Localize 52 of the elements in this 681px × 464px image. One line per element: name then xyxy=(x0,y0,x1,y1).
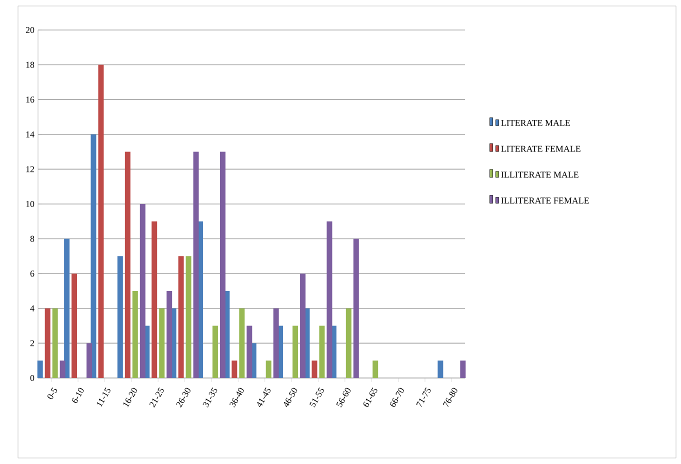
bar xyxy=(166,290,172,378)
bar xyxy=(319,326,325,378)
bar xyxy=(86,343,92,378)
y-tick-label: 12 xyxy=(26,166,34,172)
bar xyxy=(239,308,245,378)
y-tick-label: 8 xyxy=(30,236,34,242)
bar xyxy=(159,308,165,378)
bar xyxy=(326,221,332,378)
bar xyxy=(232,360,238,378)
bar xyxy=(273,308,279,378)
bar xyxy=(140,204,146,378)
bar xyxy=(37,360,43,378)
bar xyxy=(300,274,306,378)
y-tick-label: 2 xyxy=(30,340,34,346)
legend-label: LITERATE FEMALE xyxy=(501,146,580,152)
legend-label: ILLITERATE FEMALE xyxy=(501,198,589,204)
bar xyxy=(132,290,138,378)
bar xyxy=(212,326,218,378)
bar xyxy=(312,360,318,378)
bar xyxy=(186,256,192,378)
bar xyxy=(178,256,184,378)
y-tick-label: 10 xyxy=(26,200,34,208)
bar xyxy=(246,326,252,378)
bar xyxy=(72,274,78,378)
bar xyxy=(64,238,70,378)
bar xyxy=(372,360,378,378)
bar xyxy=(460,360,466,378)
bar xyxy=(124,152,130,378)
bar xyxy=(52,308,58,378)
bar xyxy=(266,360,272,378)
bar xyxy=(117,256,123,378)
bar xyxy=(292,326,298,378)
bar xyxy=(220,152,226,378)
bar xyxy=(438,360,444,378)
bar xyxy=(346,308,352,378)
bar xyxy=(152,221,158,378)
y-tick-label: 6 xyxy=(30,270,34,277)
bar xyxy=(353,238,359,378)
y-tick-label: 4 xyxy=(30,305,34,312)
legend-label: LITERATE MALE xyxy=(501,120,570,126)
y-tick-label: 20 xyxy=(26,26,34,34)
y-tick-label: 0 xyxy=(30,374,34,382)
y-tick-label: 16 xyxy=(26,96,34,103)
bar xyxy=(90,134,96,378)
y-tick-label: 18 xyxy=(26,62,34,68)
x-tick-label: 0-5 xyxy=(48,388,58,400)
bar xyxy=(193,152,199,378)
legend-label: ILLITERATE MALE xyxy=(501,172,578,178)
bar xyxy=(98,64,104,378)
bar xyxy=(44,308,50,378)
bar xyxy=(60,360,66,378)
y-tick-label: 14 xyxy=(26,131,34,138)
